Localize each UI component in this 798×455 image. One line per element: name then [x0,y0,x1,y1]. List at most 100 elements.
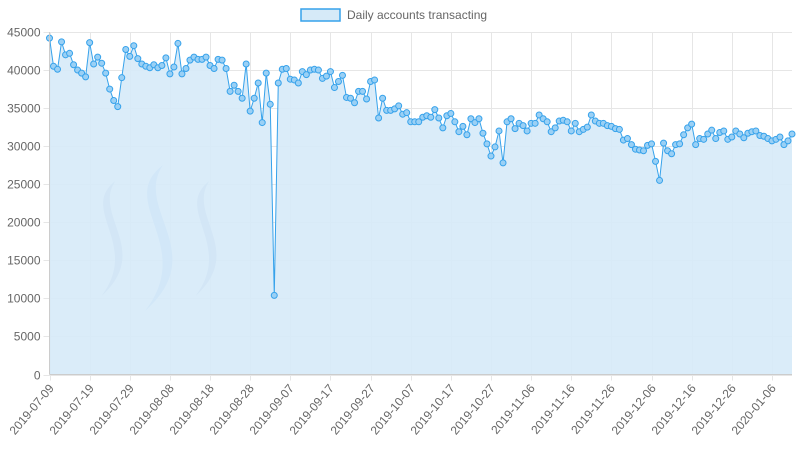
data-point[interactable] [82,73,90,81]
data-point[interactable] [130,42,138,50]
data-point[interactable] [439,124,447,132]
data-point[interactable] [234,87,242,95]
data-point[interactable] [86,39,94,47]
data-point[interactable] [740,134,748,142]
data-point[interactable] [531,119,539,127]
data-point[interactable] [623,135,631,143]
data-point[interactable] [178,70,186,78]
data-point[interactable] [94,53,102,61]
data-point[interactable] [170,63,178,71]
data-point[interactable] [102,69,110,77]
data-point[interactable] [230,81,238,89]
data-point[interactable] [495,127,503,135]
data-point[interactable] [523,127,531,135]
data-point[interactable] [202,53,210,61]
data-point[interactable] [338,71,346,79]
data-point[interactable] [379,94,387,102]
data-point[interactable] [435,114,443,122]
data-point[interactable] [222,65,230,73]
data-point[interactable] [451,118,459,126]
data-point[interactable] [166,70,174,78]
data-point[interactable] [66,49,74,57]
data-point[interactable] [511,125,519,133]
data-point[interactable] [587,111,595,119]
data-point[interactable] [571,119,579,127]
data-point[interactable] [415,118,423,126]
data-point[interactable] [680,131,688,139]
data-point[interactable] [640,147,647,155]
data-point[interactable] [567,127,575,135]
data-point[interactable] [98,59,106,67]
data-point[interactable] [708,126,716,134]
data-point[interactable] [395,102,403,110]
data-point[interactable] [459,122,467,130]
data-point[interactable] [182,65,190,73]
data-point[interactable] [403,109,411,117]
data-point[interactable] [258,119,266,127]
data-point[interactable] [363,95,371,103]
data-point[interactable] [334,77,342,85]
legend[interactable]: Daily accounts transacting [300,8,487,22]
data-point[interactable] [294,79,302,87]
data-point[interactable] [615,125,623,133]
data-point[interactable] [776,133,784,141]
data-point[interactable] [728,133,736,141]
data-point[interactable] [274,79,282,87]
data-point[interactable] [158,61,166,69]
data-point[interactable] [720,127,728,135]
data-point[interactable] [134,55,142,63]
data-point[interactable] [660,139,668,147]
data-point[interactable] [427,113,435,121]
data-point[interactable] [784,137,792,145]
data-point[interactable] [254,79,262,87]
data-point[interactable] [499,159,507,167]
data-point[interactable] [347,94,355,102]
data-point[interactable] [648,140,656,148]
data-point[interactable] [700,135,708,143]
data-point[interactable] [174,39,182,47]
data-point[interactable] [322,72,330,80]
data-point[interactable] [656,176,664,184]
data-point[interactable] [519,122,527,130]
data-point[interactable] [543,118,551,126]
data-point[interactable] [226,87,234,95]
data-point[interactable] [302,71,310,79]
data-point[interactable] [507,115,515,123]
data-point[interactable] [122,46,130,54]
data-point[interactable] [250,94,258,102]
data-point[interactable] [583,123,591,131]
data-point[interactable] [282,65,290,73]
data-point[interactable] [676,140,684,148]
data-point[interactable] [58,38,66,46]
data-point[interactable] [114,103,122,111]
data-point[interactable] [314,66,322,74]
data-point[interactable] [652,157,660,165]
data-point[interactable] [70,61,78,69]
data-point[interactable] [487,152,495,160]
data-point[interactable] [54,65,62,73]
data-point[interactable] [475,115,483,123]
data-point[interactable] [491,143,499,151]
data-point[interactable] [106,85,114,93]
data-point[interactable] [371,76,379,84]
data-point[interactable] [627,141,635,149]
data-point[interactable] [463,131,471,139]
data-point[interactable] [692,141,700,149]
data-point[interactable] [688,120,696,128]
data-point[interactable] [375,114,383,122]
data-point[interactable] [563,118,571,126]
data-point[interactable] [266,100,274,108]
data-point[interactable] [270,291,278,299]
data-point[interactable] [218,56,226,64]
data-point[interactable] [351,99,359,107]
data-point[interactable] [118,74,126,82]
data-point[interactable] [551,124,559,132]
data-point[interactable] [431,106,439,114]
data-point[interactable] [359,87,367,95]
data-point[interactable] [210,65,218,73]
data-point[interactable] [162,54,170,62]
data-point[interactable] [447,109,455,117]
data-point[interactable] [126,52,134,60]
data-point[interactable] [246,107,254,115]
data-point[interactable] [479,129,487,137]
